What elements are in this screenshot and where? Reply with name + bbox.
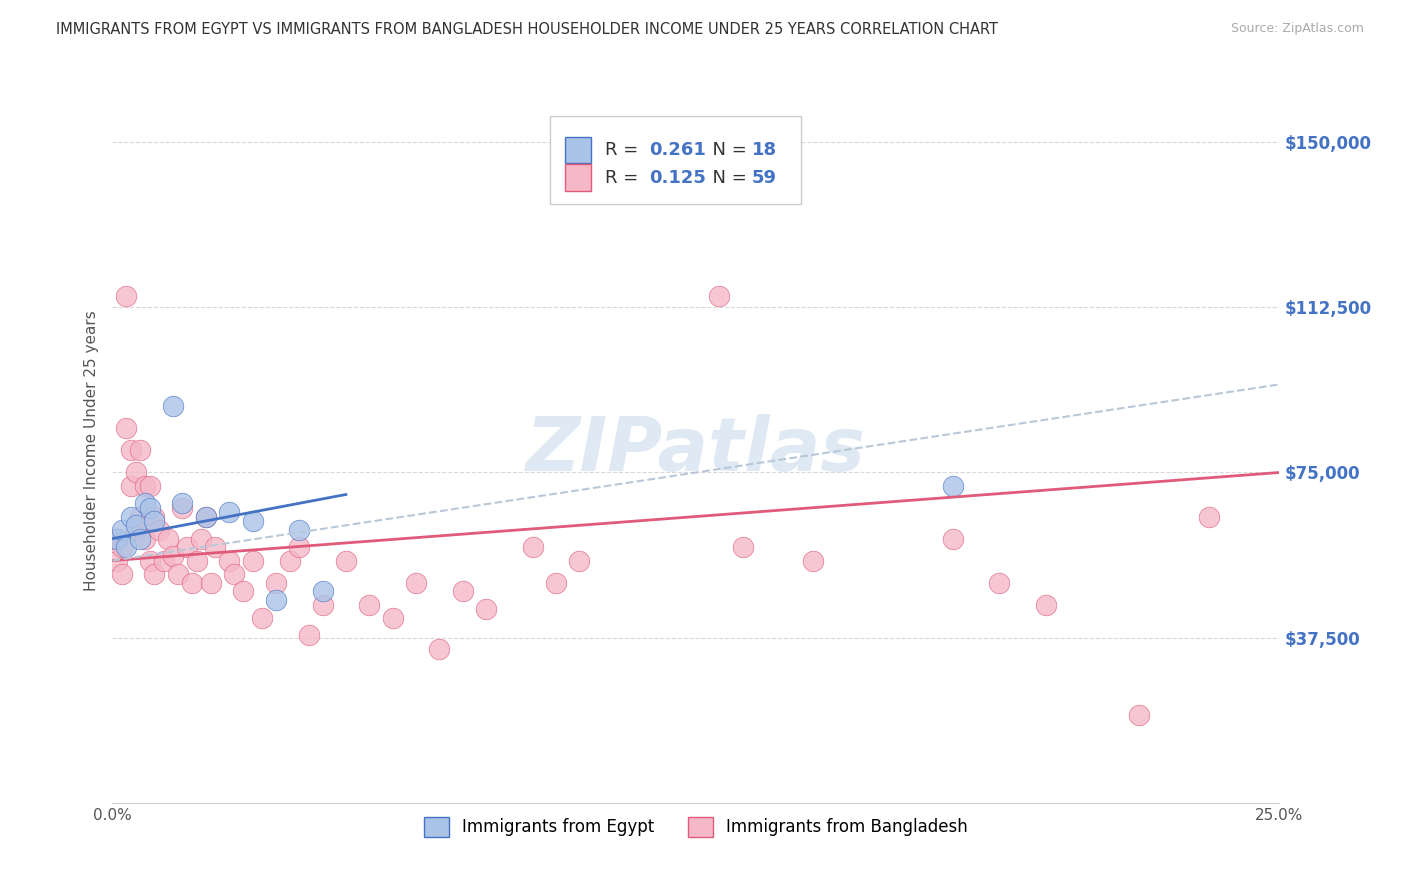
Point — [288, 523, 311, 537]
Point — [134, 478, 156, 492]
Point — [125, 466, 148, 480]
Point — [942, 478, 965, 492]
Point — [105, 553, 128, 567]
Point — [475, 602, 498, 616]
Point — [125, 518, 148, 533]
Point — [288, 541, 311, 555]
FancyBboxPatch shape — [565, 136, 591, 163]
Point — [111, 541, 134, 555]
Point — [172, 500, 194, 515]
Point — [544, 575, 567, 590]
Point — [115, 289, 138, 303]
Point — [134, 532, 156, 546]
Point — [335, 553, 357, 567]
Point — [115, 421, 138, 435]
Point — [176, 541, 198, 555]
Point — [115, 541, 138, 555]
Point — [129, 443, 152, 458]
Point — [120, 509, 142, 524]
Point — [297, 628, 319, 642]
Point — [801, 553, 824, 567]
Point — [129, 509, 152, 524]
Text: 18: 18 — [752, 141, 778, 159]
Point — [172, 496, 194, 510]
Point — [194, 509, 217, 524]
Point — [120, 443, 142, 458]
Text: 0.261: 0.261 — [650, 141, 706, 159]
Point — [1198, 509, 1220, 524]
Point — [568, 553, 591, 567]
Point — [311, 598, 333, 612]
Text: N =: N = — [700, 169, 752, 186]
Point — [148, 523, 170, 537]
Text: R =: R = — [605, 141, 644, 159]
Y-axis label: Householder Income Under 25 years: Householder Income Under 25 years — [83, 310, 98, 591]
Point — [250, 611, 273, 625]
Point — [105, 532, 128, 546]
Point — [522, 541, 544, 555]
Text: 59: 59 — [752, 169, 778, 186]
Point — [134, 496, 156, 510]
Point — [139, 478, 162, 492]
Point — [139, 553, 162, 567]
Point — [222, 566, 245, 581]
Point — [129, 532, 152, 546]
FancyBboxPatch shape — [550, 116, 801, 204]
Point — [381, 611, 404, 625]
Point — [264, 593, 287, 607]
Point — [186, 553, 208, 567]
Point — [232, 584, 254, 599]
Point — [242, 553, 264, 567]
Text: N =: N = — [700, 141, 752, 159]
Point — [218, 553, 240, 567]
Point — [1128, 707, 1150, 722]
Point — [105, 532, 128, 546]
Point — [988, 575, 1011, 590]
Point — [359, 598, 381, 612]
Point — [1035, 598, 1057, 612]
Point — [427, 641, 450, 656]
Point — [180, 575, 202, 590]
Legend: Immigrants from Egypt, Immigrants from Bangladesh: Immigrants from Egypt, Immigrants from B… — [418, 810, 974, 844]
Point — [204, 541, 226, 555]
Point — [278, 553, 301, 567]
Point — [111, 523, 134, 537]
Point — [200, 575, 222, 590]
FancyBboxPatch shape — [565, 164, 591, 191]
Point — [139, 500, 162, 515]
Point — [264, 575, 287, 590]
Point — [157, 532, 180, 546]
Point — [143, 566, 166, 581]
Text: ZIPatlas: ZIPatlas — [526, 414, 866, 487]
Point — [120, 478, 142, 492]
Point — [153, 553, 176, 567]
Point — [242, 514, 264, 528]
Point — [709, 289, 731, 303]
Text: Source: ZipAtlas.com: Source: ZipAtlas.com — [1230, 22, 1364, 36]
Text: IMMIGRANTS FROM EGYPT VS IMMIGRANTS FROM BANGLADESH HOUSEHOLDER INCOME UNDER 25 : IMMIGRANTS FROM EGYPT VS IMMIGRANTS FROM… — [56, 22, 998, 37]
Point — [311, 584, 333, 599]
Text: 0.125: 0.125 — [650, 169, 706, 186]
Point — [731, 541, 754, 555]
Point — [405, 575, 427, 590]
Point — [451, 584, 474, 599]
Point — [194, 509, 217, 524]
Point — [218, 505, 240, 519]
Point — [125, 523, 148, 537]
Point — [190, 532, 212, 546]
Point — [143, 509, 166, 524]
Point — [162, 549, 184, 564]
Point — [111, 566, 134, 581]
Point — [143, 514, 166, 528]
Point — [942, 532, 965, 546]
Point — [162, 400, 184, 414]
Text: R =: R = — [605, 169, 644, 186]
Point — [166, 566, 188, 581]
